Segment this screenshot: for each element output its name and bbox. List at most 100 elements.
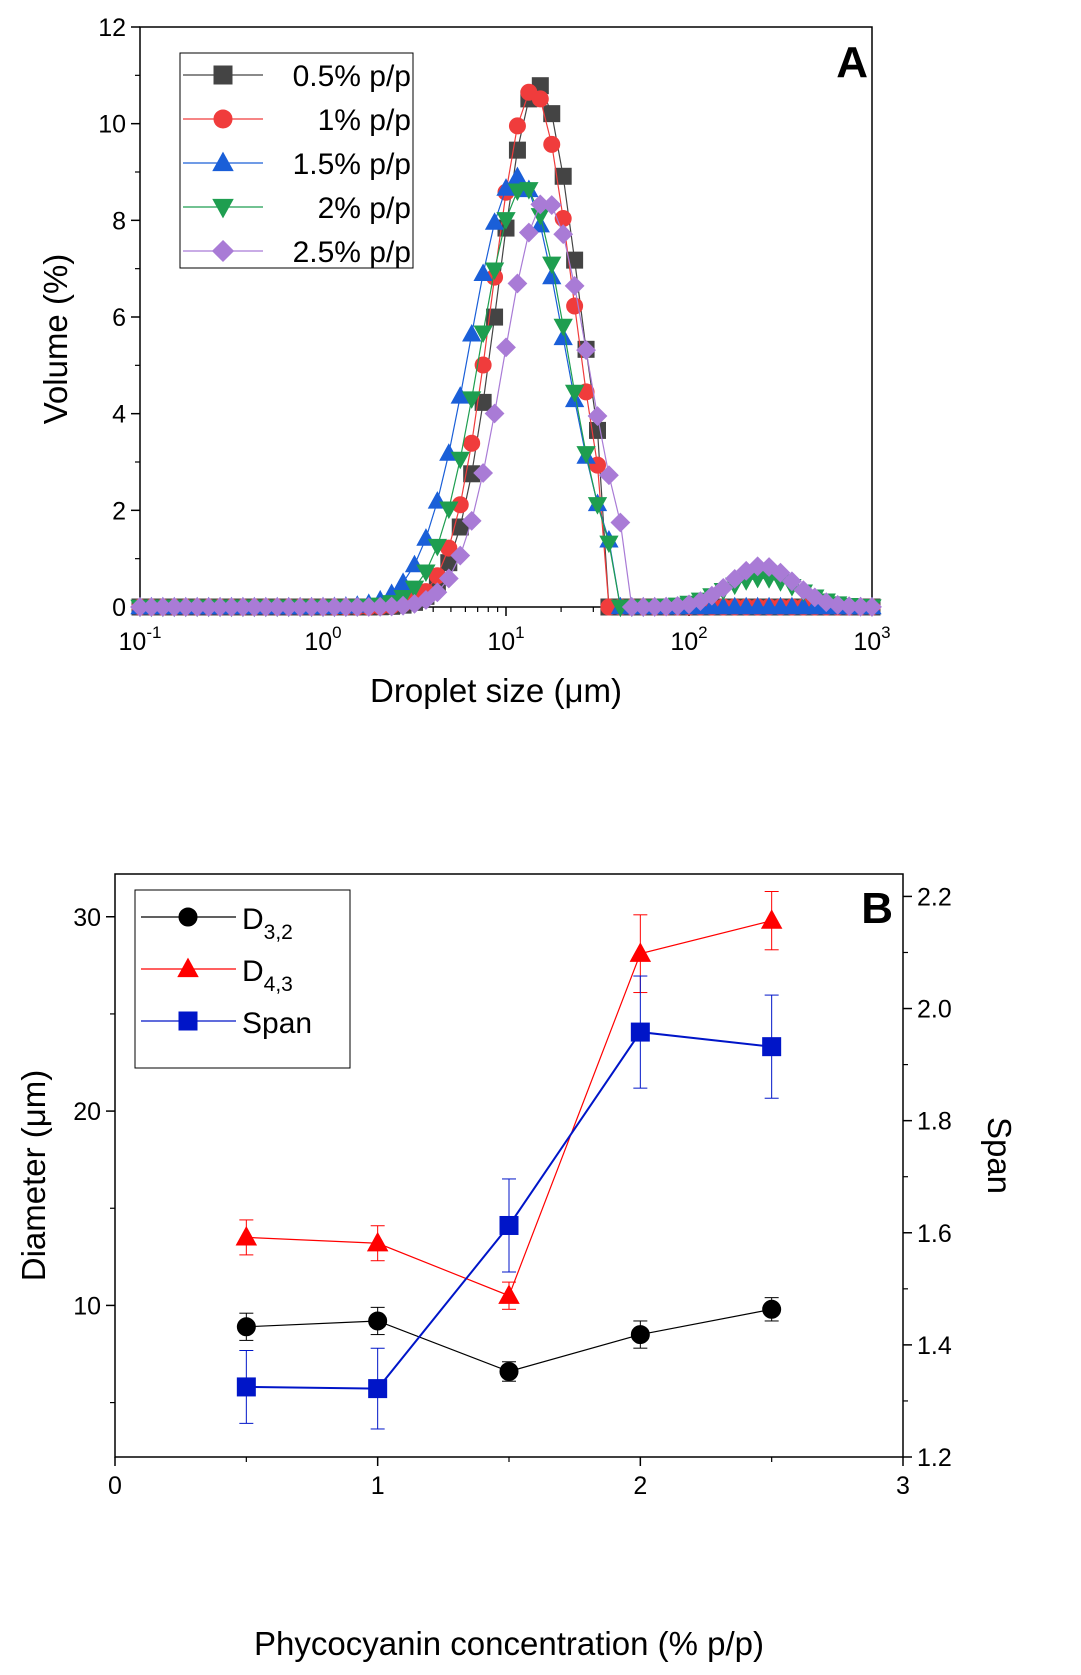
x-tick-exponent: 1: [515, 623, 524, 642]
x-tick-base: 10: [670, 628, 698, 656]
data-point: [508, 117, 526, 135]
x-axis-label: Droplet size (μm): [370, 672, 622, 709]
data-point: [498, 1284, 520, 1304]
legend: 0.5% p/p 1% p/p 1.5% p/p 2% p/p 2.5% p/p: [179, 52, 414, 269]
y-axis-label: Volume (%): [37, 254, 74, 425]
y2-axis-label: Span: [981, 1117, 1018, 1194]
y-tick-label: 8: [112, 207, 126, 235]
legend-label-main: D: [242, 955, 264, 988]
data-point: [770, 562, 791, 583]
x-tick-label: 1: [371, 1472, 385, 1500]
legend-marker: [212, 198, 234, 219]
data-point: [450, 545, 471, 566]
data-point: [724, 568, 745, 589]
data-point: [496, 212, 516, 230]
data-point: [484, 262, 505, 280]
legend-label-subscript: 4,3: [264, 973, 293, 996]
x-tick-base: 10: [487, 628, 515, 656]
legend-label-subscript: 3,2: [264, 921, 293, 944]
data-point: [862, 597, 882, 617]
legend-label: 2.5% p/p: [293, 236, 411, 269]
y2-tick-label: 2.2: [917, 883, 952, 911]
data-point: [368, 1311, 388, 1331]
x-tick-label: 10-1: [119, 623, 162, 656]
data-point: [542, 266, 562, 285]
legend-label: D4,3: [242, 955, 293, 996]
y-tick-label: 10: [98, 111, 126, 139]
legend-label: Span: [242, 1007, 312, 1040]
x-tick-base: 10: [304, 628, 332, 656]
x-axis-label: Phycocyanin concentration (% p/p): [254, 1625, 764, 1662]
data-point: [553, 327, 573, 346]
data-point: [366, 1231, 389, 1252]
series-2: [236, 975, 782, 1430]
data-point: [507, 273, 528, 294]
data-point: [427, 582, 448, 603]
data-point: [462, 391, 482, 409]
data-point: [576, 446, 596, 464]
data-point: [236, 1317, 256, 1337]
data-point: [762, 1299, 782, 1319]
x-tick-label: 2: [633, 1472, 647, 1500]
data-point: [553, 224, 574, 245]
series-0: [236, 1297, 782, 1382]
y2-tick-label: 2.0: [917, 996, 952, 1024]
data-point: [499, 1215, 519, 1235]
data-point: [439, 501, 459, 520]
data-point: [630, 1022, 650, 1042]
legend-marker: [213, 65, 233, 85]
series-4: [130, 194, 882, 617]
legend-marker: [212, 151, 234, 172]
data-point: [473, 325, 493, 344]
x-tick-base: 10: [119, 628, 147, 656]
y-tick-label: 6: [112, 304, 126, 332]
data-point: [499, 1361, 519, 1381]
series-1: [235, 890, 783, 1310]
data-point: [368, 1379, 388, 1399]
data-point: [507, 166, 528, 185]
y-axis-label: Diameter (μm): [15, 1070, 52, 1282]
x-tick-exponent: 2: [698, 623, 707, 642]
data-point: [542, 256, 562, 275]
data-point: [474, 356, 492, 374]
data-point: [484, 403, 505, 424]
data-point: [450, 451, 470, 470]
data-point: [566, 251, 584, 269]
legend-marker: [178, 1011, 198, 1031]
data-point: [531, 90, 549, 108]
legend-label: 1% p/p: [318, 104, 411, 137]
data-point: [553, 318, 573, 337]
legend-label: 2% p/p: [318, 192, 411, 225]
data-point: [427, 538, 448, 557]
x-tick-label: 3: [896, 1472, 910, 1500]
x-tick-base: 10: [853, 628, 881, 656]
panel-label: B: [861, 884, 893, 933]
data-point: [462, 324, 482, 342]
y-tick-label: 2: [112, 497, 126, 525]
legend-label: D3,2: [242, 903, 293, 944]
data-point: [554, 167, 572, 185]
data-point: [543, 105, 561, 123]
y-tick-label: 12: [98, 14, 126, 42]
legend-box: [134, 889, 351, 1069]
panel-label: A: [836, 38, 868, 87]
y2-tick-label: 1.2: [917, 1444, 952, 1472]
x-tick-exponent: -1: [146, 623, 161, 642]
x-tick-label: 101: [487, 623, 524, 656]
data-point: [587, 497, 608, 515]
data-point: [484, 212, 505, 230]
data-point: [760, 909, 783, 929]
data-point: [713, 577, 734, 598]
legend-marker: [178, 907, 198, 927]
data-point: [599, 535, 619, 554]
data-point: [629, 942, 652, 962]
legend-label: 1.5% p/p: [293, 148, 411, 181]
data-point: [236, 1377, 256, 1397]
data-point: [701, 585, 722, 606]
x-tick-exponent: 0: [332, 623, 341, 642]
legend-label: 0.5% p/p: [293, 60, 411, 93]
data-point: [541, 195, 562, 215]
data-point: [473, 263, 493, 281]
